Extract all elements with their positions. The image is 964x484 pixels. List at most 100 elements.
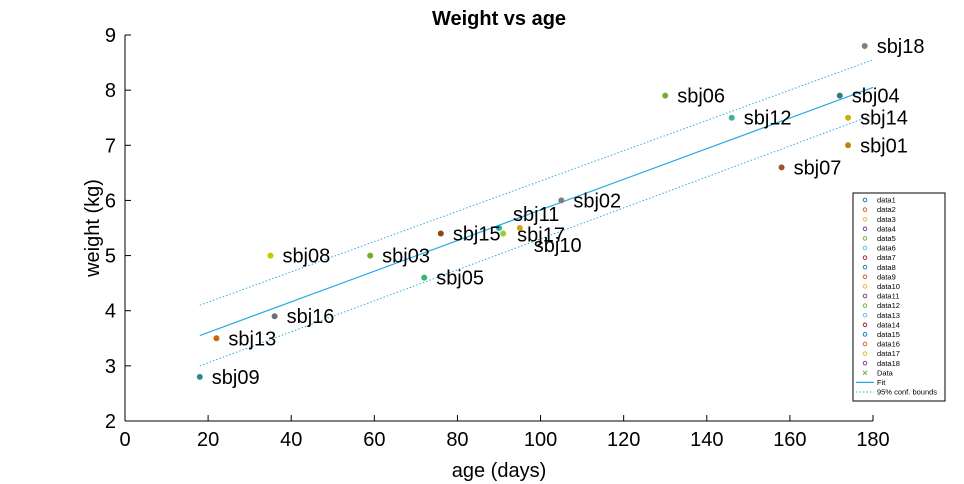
- legend-entry: Fit: [877, 378, 886, 387]
- legend-entry: data11: [877, 292, 899, 301]
- legend-marker: [862, 255, 868, 260]
- point-label: sbj08: [282, 246, 330, 268]
- y-tick-label: 7: [105, 135, 116, 157]
- x-tick-label: 100: [524, 429, 557, 451]
- legend-marker: [862, 303, 868, 308]
- point-label: sbj03: [382, 246, 430, 268]
- legend-entry: data5: [877, 234, 896, 243]
- x-tick-label: 20: [197, 429, 219, 451]
- plot-area: 0 20 40 60 80 100 120 140 160 180 2 3 4 5 6 7 8 9 sbj01 sbj…: [105, 25, 925, 451]
- data-point: [778, 164, 785, 171]
- data-point: [861, 43, 868, 50]
- point-label: sbj16: [287, 306, 335, 328]
- x-tick-label: 120: [607, 429, 640, 451]
- point-label: sbj10: [534, 235, 582, 257]
- legend-marker: [862, 284, 868, 289]
- data-point: [845, 142, 852, 149]
- data-point: [271, 313, 278, 320]
- legend-box: [852, 192, 946, 402]
- legend-marker: [862, 332, 868, 337]
- data-point: [662, 92, 669, 99]
- legend-entry: data8: [877, 263, 896, 272]
- upper-confidence-bound: [199, 59, 874, 306]
- x-axis-label: age (days): [452, 460, 547, 482]
- data-point: [421, 274, 428, 281]
- legend-marker: [862, 236, 868, 241]
- legend-marker: [862, 360, 868, 366]
- legend-entry: data6: [877, 244, 896, 253]
- data-point: [516, 224, 523, 231]
- point-label: sbj07: [794, 157, 842, 179]
- point-label: sbj09: [212, 367, 260, 389]
- y-axis-label: weight (kg): [82, 179, 104, 278]
- legend-marker: [862, 341, 868, 347]
- point-label: sbj11: [513, 204, 559, 226]
- point-label: sbj17: [517, 225, 565, 247]
- point-label: sbj01: [860, 135, 908, 157]
- point-label: sbj13: [228, 328, 276, 350]
- legend-marker: [862, 322, 868, 328]
- legend-marker: [862, 274, 868, 280]
- legend-entry: data17: [877, 349, 900, 358]
- legend-entry: data4: [877, 224, 896, 233]
- legend-marker: [862, 226, 868, 232]
- y-tick-label: 3: [105, 356, 116, 378]
- legend-marker: [862, 245, 868, 251]
- y-tick-label: 4: [105, 301, 116, 323]
- data-point: [836, 92, 843, 99]
- data-point: [495, 224, 502, 231]
- y-tick-label: 6: [105, 190, 116, 212]
- lower-confidence-bound: [199, 114, 874, 367]
- legend-entry: data14: [877, 320, 900, 329]
- legend-marker: [862, 207, 868, 212]
- data-point: [196, 373, 203, 380]
- point-label: sbj14: [860, 108, 908, 130]
- legend-marker: [862, 370, 868, 376]
- legend-entry: data3: [877, 215, 896, 224]
- legend-entry: data1: [877, 196, 896, 205]
- x-tick-label: 40: [280, 429, 302, 451]
- legend-entry: data2: [877, 205, 896, 214]
- data-point: [845, 114, 852, 121]
- x-tick-label: 60: [363, 429, 385, 451]
- legend-entry: data9: [877, 272, 896, 281]
- legend-entry: data15: [877, 330, 900, 339]
- point-label: sbj02: [573, 190, 621, 212]
- data-point: [558, 197, 565, 204]
- y-tick-label: 2: [105, 411, 116, 433]
- legend-marker: [862, 351, 868, 356]
- legend-marker: [862, 312, 868, 318]
- legend-entry: data18: [877, 359, 900, 368]
- legend-marker: [862, 293, 868, 299]
- point-label: sbj15: [453, 224, 501, 246]
- x-tick-label: 180: [856, 429, 889, 451]
- point-label: sbj12: [744, 108, 792, 130]
- data-point: [728, 114, 735, 121]
- chart-title: Weight vs age: [432, 8, 566, 30]
- point-label: sbj06: [677, 86, 725, 108]
- data-point: [500, 230, 507, 237]
- y-tick-label: 9: [105, 25, 116, 47]
- point-label: sbj05: [436, 268, 484, 290]
- legend-marker: [862, 264, 868, 270]
- legend: data1data2data3data4data5data6data7data8…: [852, 192, 946, 402]
- y-tick-label: 8: [105, 80, 116, 102]
- legend-entry: data10: [877, 282, 900, 291]
- x-tick-label: 140: [690, 429, 723, 451]
- data-point: [213, 335, 220, 342]
- legend-marker: [862, 197, 868, 203]
- legend-entry: data12: [877, 301, 900, 310]
- data-point: [437, 230, 444, 237]
- legend-entry: data13: [877, 311, 900, 320]
- legend-entry: data16: [877, 340, 900, 349]
- fit-line: [199, 86, 874, 337]
- point-label: sbj18: [877, 36, 925, 58]
- data-point: [267, 252, 274, 259]
- x-tick-label: 160: [773, 429, 806, 451]
- legend-entry: data7: [877, 253, 896, 262]
- data-point: [367, 252, 374, 259]
- legend-entry: Data: [877, 368, 894, 377]
- legend-entry: 95% conf. bounds: [877, 388, 937, 397]
- x-tick-label: 0: [119, 429, 130, 451]
